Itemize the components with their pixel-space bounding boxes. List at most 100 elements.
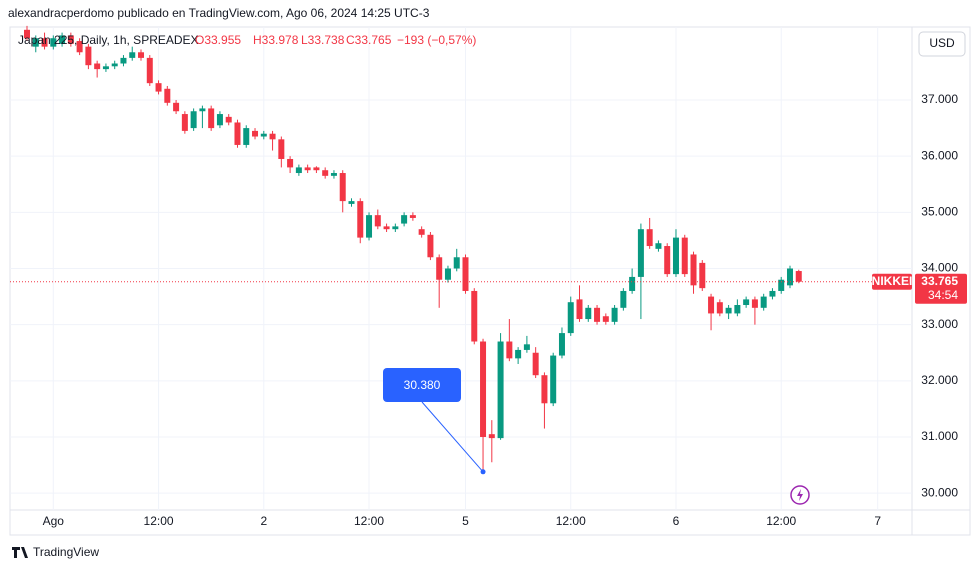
annotation-line xyxy=(421,401,484,473)
candle-body xyxy=(690,254,697,286)
candle-body xyxy=(585,307,592,320)
candle-body xyxy=(322,170,329,176)
candle-body xyxy=(330,173,337,176)
y-tick-label: 32.000 xyxy=(921,373,958,387)
candle-body xyxy=(681,237,688,275)
x-tick-label: 12:00 xyxy=(766,514,796,528)
candle-body xyxy=(383,226,390,230)
candle-body xyxy=(120,57,127,64)
candle-body xyxy=(602,316,609,322)
countdown: 34:54 xyxy=(928,288,958,302)
candle-body xyxy=(173,102,180,112)
candle-body xyxy=(348,201,355,204)
candle-body xyxy=(567,302,574,334)
candle-body xyxy=(734,305,741,314)
candle-body xyxy=(664,246,671,275)
candle-body xyxy=(751,299,758,308)
candle-body xyxy=(190,111,197,129)
candle-body xyxy=(778,279,785,291)
candle-body xyxy=(506,341,513,359)
legend-high: H33.978 xyxy=(253,33,299,47)
candle-body xyxy=(225,116,232,123)
candle-body xyxy=(67,35,74,44)
legend-close: C33.765 xyxy=(346,33,392,47)
candle-body xyxy=(769,290,776,297)
candle-body xyxy=(550,355,557,404)
candle-body xyxy=(401,215,408,224)
candle-body xyxy=(234,122,241,145)
candle-body xyxy=(760,296,767,308)
candle-body xyxy=(515,349,522,359)
x-tick-label: 2 xyxy=(260,514,267,528)
x-tick-label: 5 xyxy=(462,514,469,528)
annotation-box xyxy=(383,368,461,402)
candle-body xyxy=(655,243,662,249)
candle-body xyxy=(436,257,443,280)
y-tick-label: 36.000 xyxy=(921,148,958,162)
annotation-label: 30.380 xyxy=(404,378,441,392)
candle-body xyxy=(94,63,101,70)
currency-button[interactable] xyxy=(918,31,966,57)
y-tick-label: 34.000 xyxy=(921,261,958,275)
x-tick-label: Ago xyxy=(43,514,65,528)
candle-body xyxy=(366,215,373,238)
x-tick-label: 12:00 xyxy=(556,514,586,528)
candle-body xyxy=(523,344,530,350)
header: alexandracperdomo publicado en TradingVi… xyxy=(8,6,430,20)
candle-body xyxy=(497,341,504,439)
candle-body xyxy=(59,35,66,44)
candle-body xyxy=(260,133,267,137)
last-price: 33.765 xyxy=(921,274,958,288)
candle-body xyxy=(637,229,644,277)
candle-body xyxy=(50,38,57,47)
currency[interactable]: USD xyxy=(929,36,955,50)
candle-body xyxy=(374,215,381,227)
candle-body xyxy=(243,128,250,145)
candle-body xyxy=(409,215,416,218)
candle-body xyxy=(646,229,653,247)
candle-body xyxy=(146,57,153,84)
candle-body xyxy=(471,290,478,342)
candle-body xyxy=(295,167,302,174)
legend-open: O33.955 xyxy=(195,33,241,47)
candle-body xyxy=(558,333,565,356)
candle-body xyxy=(629,276,636,291)
candle-body xyxy=(199,108,206,112)
candle-body xyxy=(541,375,548,404)
candle-body xyxy=(795,271,802,282)
x-tick-label: 12:00 xyxy=(144,514,174,528)
candle-body xyxy=(76,41,83,53)
candle-body xyxy=(576,299,583,320)
candle-body xyxy=(85,46,92,66)
candle-body xyxy=(444,268,451,280)
legend-change: −193 (−0,57%) xyxy=(397,33,476,47)
candle-body xyxy=(269,133,276,140)
legend-symbol: Japan 225, Daily, 1h, SPREADEX xyxy=(18,33,199,47)
y-tick-label: 33.000 xyxy=(921,317,958,331)
candle-body xyxy=(427,234,434,258)
x-tick-label: 7 xyxy=(874,514,881,528)
candle-body xyxy=(786,268,793,286)
candle-body xyxy=(155,83,162,92)
legend-low: L33.738 xyxy=(301,33,345,47)
candle-body xyxy=(339,173,346,202)
candle-body xyxy=(725,307,732,314)
candle-body xyxy=(392,226,399,230)
symbol-tag-box xyxy=(872,273,912,290)
candle-body xyxy=(252,130,259,137)
y-tick-label: 31.000 xyxy=(921,429,958,443)
candle-body xyxy=(138,52,145,58)
alert-icon[interactable] xyxy=(790,485,810,505)
candle-body xyxy=(41,38,48,47)
alert-bolt xyxy=(797,489,803,501)
logo xyxy=(12,547,28,558)
candle-body xyxy=(672,237,679,275)
price-box xyxy=(915,273,967,304)
symbol-tag: NIKKEI xyxy=(872,274,913,288)
candle-body xyxy=(32,38,39,47)
candle-body xyxy=(620,290,627,308)
candle-body xyxy=(418,229,425,235)
x-tick-label: 12:00 xyxy=(354,514,384,528)
annotation-point xyxy=(480,469,486,475)
